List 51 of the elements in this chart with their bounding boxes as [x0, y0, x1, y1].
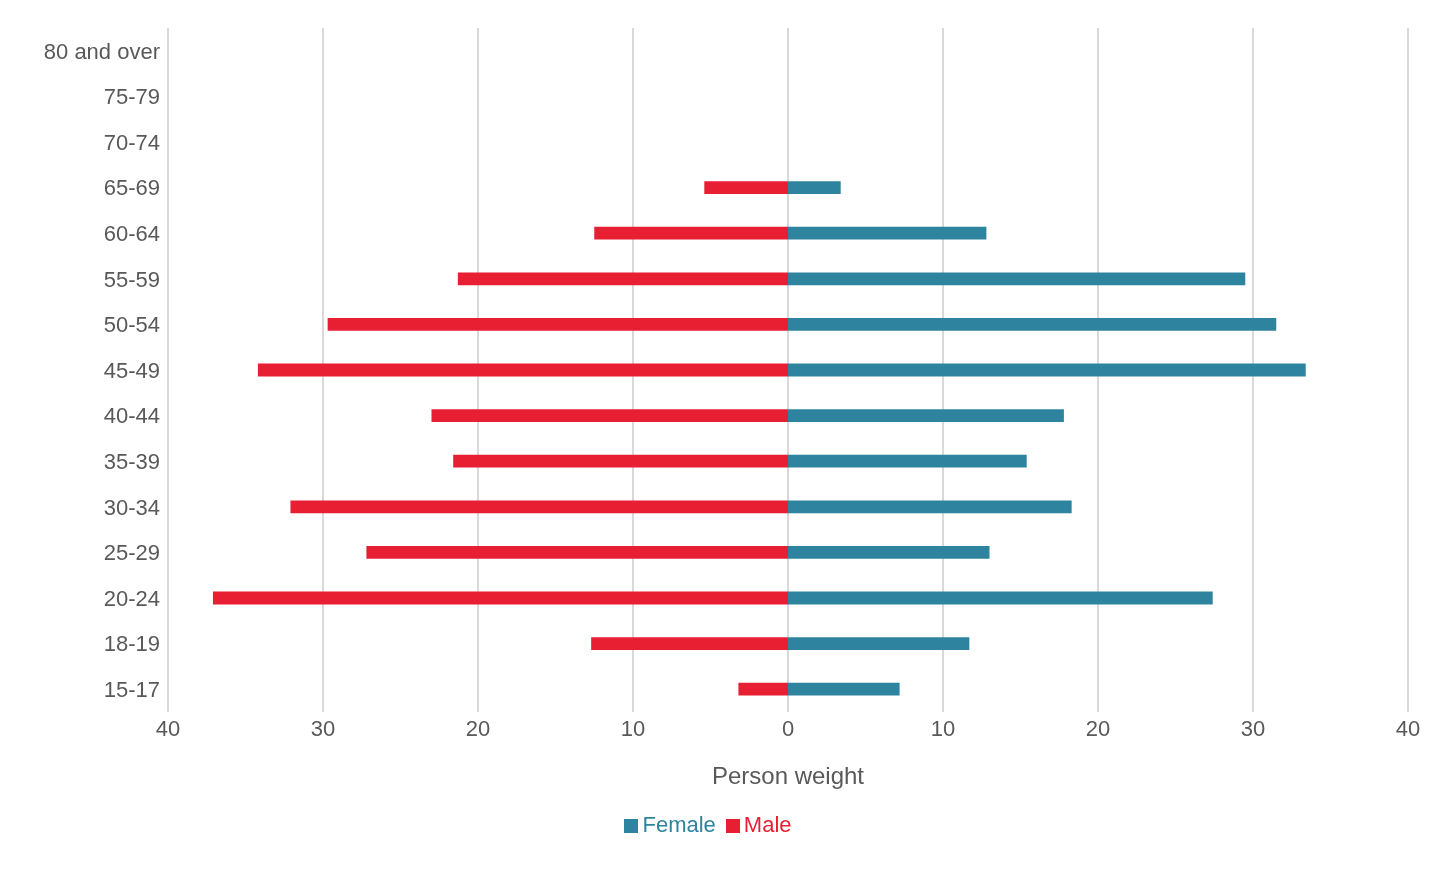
bar [788, 363, 1306, 377]
bar [738, 682, 788, 696]
y-tick-label: 40-44 [103, 403, 160, 429]
bar [290, 500, 788, 514]
y-tick-label: 15-17 [103, 677, 160, 703]
bar [212, 591, 788, 605]
x-tick-label: 30 [310, 715, 336, 741]
y-tick-label: 30-34 [103, 494, 160, 520]
x-axis-title: Person weight [711, 762, 865, 789]
x-tick-label: 40 [1395, 715, 1421, 741]
x-tick-label: 10 [620, 715, 646, 741]
bar [788, 546, 990, 559]
x-tick-label: 20 [465, 715, 491, 741]
y-tick-label: 60-64 [103, 221, 160, 247]
bar [591, 637, 788, 650]
y-tick-label: 20-24 [103, 585, 160, 611]
bar [788, 226, 987, 240]
bar [788, 500, 1072, 514]
y-tick-label: 35-39 [103, 449, 160, 475]
bar [257, 363, 788, 377]
bar [431, 409, 788, 422]
y-tick-label: 80 and over [43, 38, 160, 64]
y-tick-label: 18-19 [103, 631, 160, 657]
bar [704, 181, 788, 194]
bar [594, 226, 788, 240]
bar [366, 546, 788, 559]
x-tick-label: 0 [781, 715, 795, 741]
bar [788, 454, 1027, 468]
legend-label: Male [743, 812, 792, 837]
bar [453, 454, 788, 468]
bar [457, 272, 788, 286]
bar [788, 318, 1277, 331]
bar [327, 318, 788, 331]
y-tick-label: 45-49 [103, 357, 160, 383]
x-tick-label: 30 [1240, 715, 1266, 741]
y-tick-label: 65-69 [103, 175, 160, 201]
legend-label: Female [642, 812, 716, 837]
y-tick-label: 70-74 [103, 129, 160, 155]
y-tick-label: 75-79 [103, 84, 160, 110]
bar [788, 409, 1064, 422]
bar [788, 682, 900, 696]
y-tick-label: 55-59 [103, 266, 160, 292]
bar [788, 272, 1246, 286]
x-tick-label: 40 [155, 715, 181, 741]
y-tick-label: 50-54 [103, 312, 160, 338]
x-tick-label: 10 [930, 715, 956, 741]
bar [788, 181, 841, 194]
y-tick-label: 25-29 [103, 540, 160, 566]
bar [788, 591, 1213, 605]
bar [788, 637, 970, 650]
x-tick-label: 20 [1085, 715, 1111, 741]
